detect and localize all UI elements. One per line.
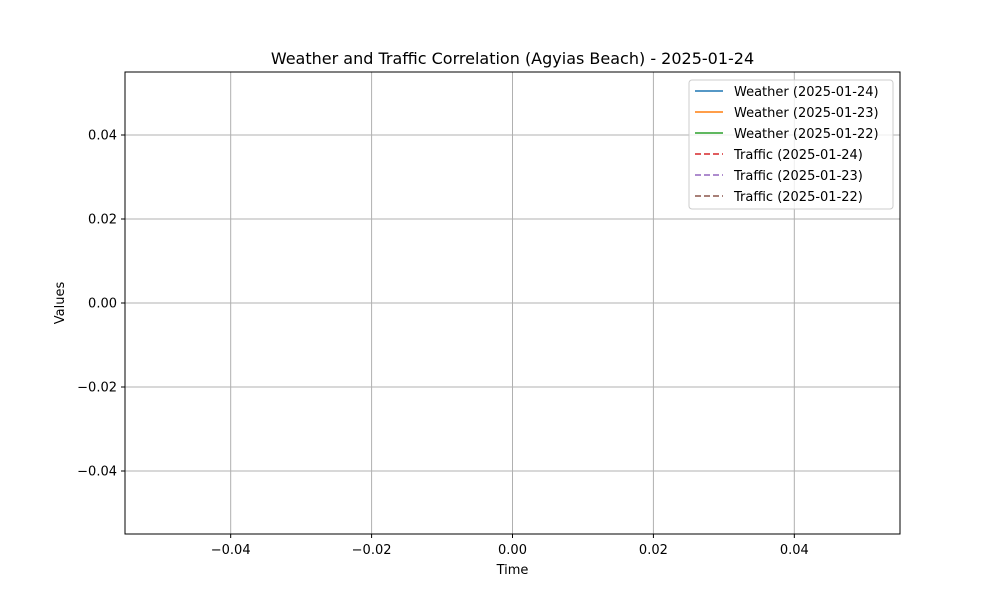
legend-label: Traffic (2025-01-23) xyxy=(733,169,863,184)
legend-box xyxy=(688,79,894,210)
x-tick-label: 0.00 xyxy=(498,543,527,558)
y-tick-label: 0.02 xyxy=(88,213,117,228)
x-tick-label: 0.02 xyxy=(639,543,668,558)
y-axis-ticks: −0.04 −0.02 0.00 0.02 0.04 xyxy=(77,129,125,480)
legend-items: Weather (2025-01-24) Weather (2025-01-23)… xyxy=(695,85,879,205)
x-tick-label: 0.04 xyxy=(780,543,809,558)
x-tick-label: −0.04 xyxy=(211,543,251,558)
x-tick-label: −0.02 xyxy=(352,543,392,558)
legend-label: Weather (2025-01-23) xyxy=(734,106,879,121)
x-axis-label: Time xyxy=(496,563,529,578)
y-tick-label: −0.04 xyxy=(77,465,117,480)
legend-label: Traffic (2025-01-24) xyxy=(733,148,863,163)
x-axis-ticks: −0.04 −0.02 0.00 0.02 0.04 xyxy=(211,534,809,558)
chart-title: Weather and Traffic Correlation (Agyias … xyxy=(271,49,754,68)
y-tick-label: −0.02 xyxy=(77,381,117,396)
legend-label: Weather (2025-01-22) xyxy=(734,127,879,142)
legend-label: Traffic (2025-01-22) xyxy=(733,190,863,205)
y-tick-label: 0.00 xyxy=(88,297,117,312)
y-tick-label: 0.04 xyxy=(88,129,117,144)
y-axis-label: Values xyxy=(53,282,68,325)
legend-label: Weather (2025-01-24) xyxy=(734,85,879,100)
legend: Weather (2025-01-24) Weather (2025-01-23)… xyxy=(688,79,894,210)
